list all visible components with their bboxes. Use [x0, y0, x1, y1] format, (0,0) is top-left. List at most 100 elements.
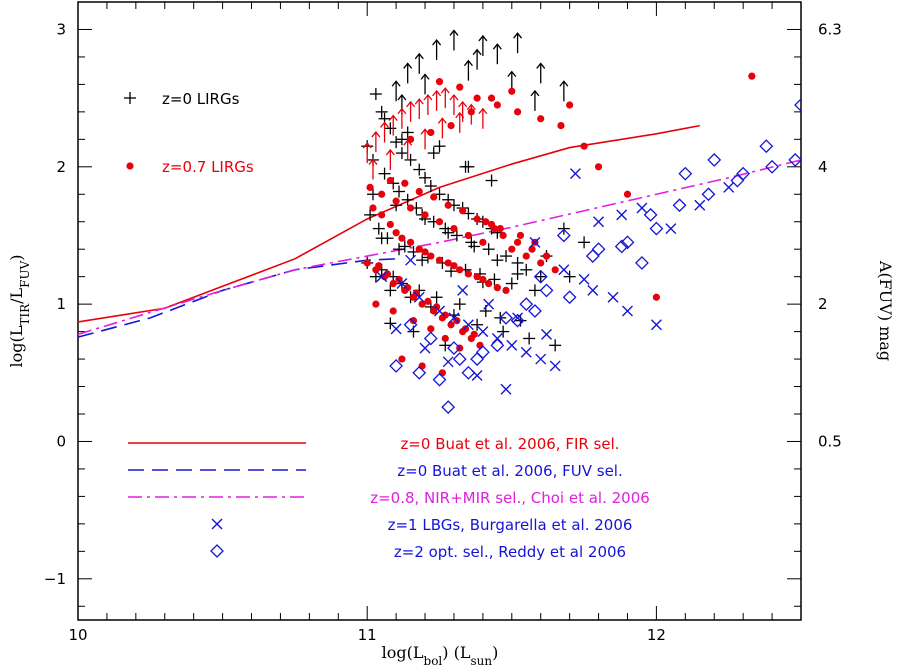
data-point-dot [415, 245, 423, 253]
arrow-head [403, 62, 413, 69]
data-point-diamond [533, 269, 548, 284]
y-tick-label: 2 [56, 158, 66, 176]
arrow-head [513, 32, 523, 39]
arrow-head [530, 89, 540, 97]
data-point-dot [464, 270, 473, 278]
bottom-legend-label: z=1 LBGs, Burgarella et al. 2006 [388, 516, 633, 534]
data-point-dot [485, 279, 493, 288]
data-point-dot [378, 211, 386, 219]
arrow-head [368, 158, 378, 165]
arrow-head [388, 114, 398, 122]
y2-tick-label: 2 [818, 295, 828, 313]
data-point-cross [558, 264, 570, 276]
data-point-plus [384, 122, 397, 135]
data-point-diamond [499, 310, 513, 325]
arrow-head [478, 34, 488, 42]
plot-frame [77, 1, 802, 621]
data-point-dot [508, 87, 516, 95]
data-point-diamond [591, 242, 606, 257]
data-point-dot [398, 234, 406, 242]
arrow-head [449, 93, 459, 101]
data-point-dot [450, 262, 458, 270]
data-point-dot [447, 122, 455, 130]
data-point-diamond [707, 153, 722, 167]
y-tick-label: 3 [56, 20, 66, 38]
data-point-uparrow [432, 39, 442, 61]
arrow-head [391, 80, 401, 87]
data-point-dot [435, 78, 444, 86]
data-point-dot [392, 229, 400, 237]
data-point-cross [462, 319, 474, 331]
data-point-dot [652, 293, 661, 301]
cross-b [593, 216, 605, 228]
data-point-uparrow [472, 48, 482, 70]
data-point-cross [694, 199, 706, 211]
data-point-diamond [765, 159, 779, 174]
data-point-uparrow [536, 62, 546, 84]
data-point-plus [372, 222, 385, 235]
data-point-dot [450, 225, 458, 233]
data-point-dot [441, 311, 449, 319]
data-point-diamond [672, 198, 687, 213]
data-point-uparrow [391, 80, 401, 102]
data-point-plus [453, 298, 466, 311]
axis-title-part: /L [7, 287, 26, 303]
cross-b [694, 199, 706, 211]
data-point-diamond [678, 166, 693, 181]
data-point-diamond [556, 228, 571, 243]
data-point-plus [401, 126, 414, 139]
data-point-dot [389, 307, 397, 315]
axis-title-part: TIR [18, 303, 32, 326]
arrow-head [507, 70, 517, 78]
data-point-dot [427, 325, 435, 333]
data-point-cross [723, 181, 735, 193]
cross-b [650, 319, 662, 331]
data-point-cross [607, 291, 619, 303]
data-point-plus [459, 160, 472, 173]
data-point-dot [496, 225, 504, 233]
data-point-plus [511, 267, 524, 280]
data-point-cross [587, 284, 599, 296]
data-point-uparrow [403, 62, 413, 84]
data-point-dot [557, 122, 565, 130]
data-point-dot [461, 325, 470, 333]
series-line [78, 159, 801, 336]
arrow-head [380, 121, 390, 128]
data-point-uparrow [371, 131, 381, 153]
data-point-plus [471, 318, 484, 331]
data-point-diamond [447, 341, 461, 355]
data-point-uparrow [449, 93, 459, 115]
data-point-dot [421, 211, 429, 219]
data-point-dot [516, 231, 525, 240]
cross-b [471, 370, 483, 382]
data-point-plus [384, 284, 397, 297]
data-point-dot [433, 303, 441, 311]
data-point-cross [396, 278, 408, 290]
data-point-plus [433, 140, 446, 153]
data-point-plus [375, 232, 388, 245]
arrow-head [455, 111, 465, 119]
data-point-dot [476, 341, 484, 349]
data-point-dot [464, 231, 473, 240]
data-point-plus [395, 133, 408, 146]
data-point-diamond [452, 352, 467, 366]
data-point-dot [409, 317, 418, 325]
y2-axis-title: A(FUV) mag [876, 260, 895, 361]
data-point-uparrow [513, 32, 523, 54]
data-point-dot [542, 252, 551, 260]
data-point-cross [616, 209, 628, 221]
arrow-head [463, 59, 473, 67]
data-point-dot [363, 259, 371, 267]
arrow-head [492, 43, 502, 50]
data-point-uparrow [406, 100, 416, 122]
x-tick-label: 10 [68, 626, 87, 644]
arrow-head [449, 29, 459, 36]
data-point-cross [636, 202, 648, 214]
arrow-head [440, 87, 450, 94]
data-point-uparrow [414, 52, 424, 74]
data-point-plus [578, 236, 591, 249]
bottom-legend-marker [211, 518, 223, 530]
data-point-cross [419, 342, 431, 354]
inner-legend-marker [126, 162, 134, 170]
cross-b [413, 291, 425, 303]
